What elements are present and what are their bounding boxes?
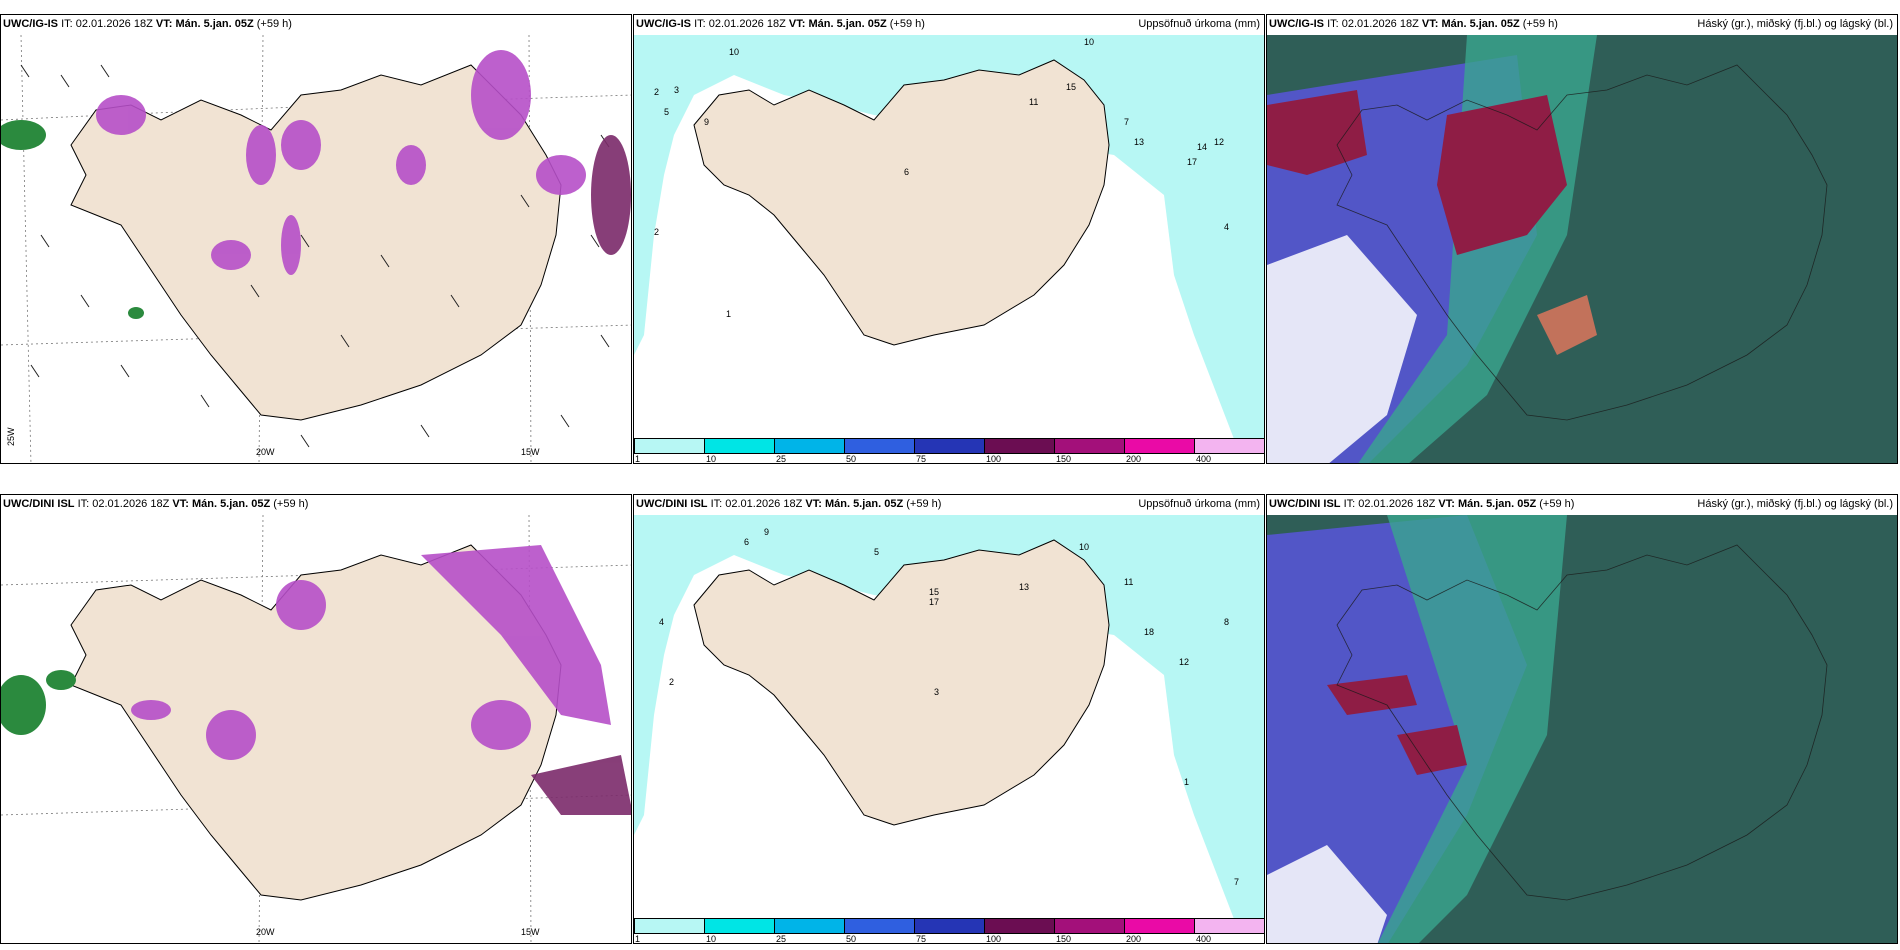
svg-text:11: 11 [1029,97,1038,107]
svg-text:9: 9 [704,117,709,127]
lon-label-25w: 25W [6,427,16,446]
precip-colorbar: 1 10 25 50 75 100 150 200 400 [634,437,1264,463]
svg-text:10: 10 [1084,37,1094,47]
svg-text:13: 13 [1134,137,1144,147]
svg-text:17: 17 [1187,157,1197,167]
snow-patches [96,50,631,275]
lon-label-20w: 20W [256,927,275,937]
snow-patches [131,545,631,815]
svg-text:17: 17 [929,597,939,607]
precip-map: 9 6 5 10 13 11 18 12 8 15 17 3 2 4 1 7 [634,515,1264,919]
svg-text:5: 5 [874,547,879,557]
panel-title: UWC/DINI ISL IT: 02.01.2026 18Z VT: Mán.… [3,498,309,510]
panel-title: UWC/DINI ISL IT: 02.01.2026 18Z VT: Mán.… [636,498,942,510]
precip-map-panel-ig-is: UWC/IG-IS IT: 02.01.2026 18Z VT: Mán. 5.… [633,14,1265,464]
svg-text:10: 10 [729,47,739,57]
cloud-map-panel-ig-is: UWC/IG-IS IT: 02.01.2026 18Z VT: Mán. 5.… [1266,14,1898,464]
snow-map: 20W 15W [1,515,631,943]
svg-text:3: 3 [674,85,679,95]
svg-text:15: 15 [1066,82,1076,92]
snow-map-panel-dini-isl: UWC/DINI ISL IT: 02.01.2026 18Z VT: Mán.… [0,494,632,944]
svg-text:4: 4 [1224,222,1229,232]
svg-text:1: 1 [726,309,731,319]
green-patches [1,670,76,735]
cloud-map-panel-dini-isl: UWC/DINI ISL IT: 02.01.2026 18Z VT: Mán.… [1266,494,1898,944]
snow-map-panel-ig-is: UWC/IG-IS IT: 02.01.2026 18Z VT: Mán. 5.… [0,14,632,464]
high-cloud-area [1327,675,1417,715]
lon-label-20w: 20W [256,447,275,457]
svg-text:2: 2 [654,87,659,97]
clear-area [1267,235,1417,463]
cloud-map [1267,35,1897,463]
iceland-coastline [1336,64,1828,421]
high-cloud-area [1437,95,1567,255]
iceland-landmass [70,544,562,901]
svg-text:3: 3 [934,687,939,697]
lon-label-15w: 15W [521,447,540,457]
svg-text:11: 11 [1124,577,1133,587]
panel-variable: Uppsöfnuð úrkoma (mm) [1138,498,1260,510]
panel-variable: Háský (gr.), miðský (fj.bl.) og lágský (… [1697,18,1893,30]
panel-title: UWC/DINI ISL IT: 02.01.2026 18Z VT: Mán.… [1269,498,1575,510]
svg-text:15: 15 [929,587,939,597]
iceland-landmass [693,539,1110,826]
svg-text:7: 7 [1124,117,1129,127]
svg-text:4: 4 [659,617,664,627]
svg-text:2: 2 [654,227,659,237]
svg-text:1: 1 [1184,777,1189,787]
panel-title: UWC/IG-IS IT: 02.01.2026 18Z VT: Mán. 5.… [3,18,292,30]
svg-text:18: 18 [1144,627,1154,637]
svg-text:12: 12 [1214,137,1224,147]
svg-text:9: 9 [764,527,769,537]
svg-text:12: 12 [1179,657,1189,667]
panel-title: UWC/IG-IS IT: 02.01.2026 18Z VT: Mán. 5.… [636,18,925,30]
svg-text:8: 8 [1224,617,1229,627]
svg-text:7: 7 [1234,877,1239,887]
svg-text:13: 13 [1019,582,1029,592]
green-patches [1,120,144,319]
panel-variable: Uppsöfnuð úrkoma (mm) [1138,18,1260,30]
snow-map: 20W 15W 25W [1,35,631,463]
iceland-landmass [70,64,562,421]
lon-label-15w: 15W [521,927,540,937]
high-cloud-area [1397,725,1467,775]
svg-text:6: 6 [744,537,749,547]
low-cloud-area [1378,515,1567,943]
precip-colorbar: 1 10 25 50 75 100 150 200 400 [634,917,1264,943]
iceland-coastline [1336,544,1828,901]
panel-title: UWC/IG-IS IT: 02.01.2026 18Z VT: Mán. 5.… [1269,18,1558,30]
cloud-map [1267,515,1897,943]
clear-area [1267,845,1387,943]
svg-text:2: 2 [669,677,674,687]
precip-value-labels: 9 6 5 10 13 11 18 12 8 15 17 3 2 4 1 7 [659,527,1239,887]
precip-map: 10 2 3 10 5 9 13 15 11 7 17 14 12 4 2 1 … [634,35,1264,439]
panel-variable: Háský (gr.), miðský (fj.bl.) og lágský (… [1697,498,1893,510]
high-cloud-area [1267,90,1367,175]
high-cloud-area [1537,295,1597,355]
precip-map-panel-dini-isl: UWC/DINI ISL IT: 02.01.2026 18Z VT: Mán.… [633,494,1265,944]
svg-text:14: 14 [1197,142,1207,152]
iceland-landmass [693,59,1110,346]
svg-text:5: 5 [664,107,669,117]
svg-text:10: 10 [1079,542,1089,552]
precip-value-labels: 10 2 3 10 5 9 13 15 11 7 17 14 12 4 2 1 … [654,37,1229,319]
svg-text:6: 6 [904,167,909,177]
